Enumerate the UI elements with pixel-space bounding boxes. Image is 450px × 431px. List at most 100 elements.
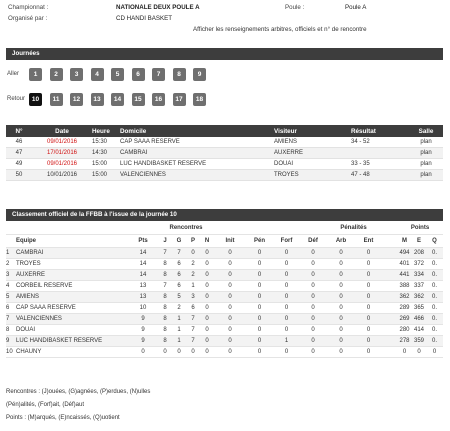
journee-11-button[interactable]: 11 bbox=[49, 93, 63, 106]
match-visiteur: DOUAI bbox=[274, 158, 351, 170]
standings-team: CORBEIL RESERVE bbox=[16, 280, 128, 292]
h-n: N bbox=[200, 234, 214, 248]
match-resultat: 33 - 35 bbox=[351, 158, 409, 170]
journee-3-button[interactable]: 3 bbox=[70, 68, 83, 81]
standings-n: 0 bbox=[200, 324, 214, 336]
standings-g: 6 bbox=[172, 258, 186, 270]
standings-init: 0 bbox=[214, 269, 246, 281]
match-heure: 15:30 bbox=[92, 137, 120, 148]
journee-17-button[interactable]: 17 bbox=[172, 93, 186, 106]
journee-5-button[interactable]: 5 bbox=[111, 68, 124, 81]
standings-rank: 9 bbox=[6, 335, 16, 347]
legend-points: Points : (M)arqués, (E)ncaissés, (Q)uoti… bbox=[6, 415, 120, 421]
standings-team: CHAUNY bbox=[16, 346, 128, 358]
standings-def: 0 bbox=[300, 280, 326, 292]
standings-arb: 0 bbox=[326, 280, 356, 292]
match-visiteur: AUXERRE bbox=[274, 147, 351, 159]
standings-g: 6 bbox=[172, 280, 186, 292]
standings-ent: 0 bbox=[356, 280, 381, 292]
standings-pts: 14 bbox=[128, 269, 158, 281]
match-domicile: CAMBRAI bbox=[120, 147, 274, 159]
journee-14-button[interactable]: 14 bbox=[111, 93, 124, 106]
standings-table: Rencontres Pénalités Points Equipe Pts J… bbox=[6, 222, 443, 358]
standings-forf: 0 bbox=[273, 258, 300, 270]
journee-1-button[interactable]: 1 bbox=[29, 68, 42, 81]
spacer-cell bbox=[381, 258, 397, 270]
match-salle-link[interactable]: plan bbox=[409, 158, 443, 170]
standings-team: AMIENS bbox=[16, 291, 128, 303]
championnat-value: NATIONALE DEUX POULE A bbox=[116, 4, 200, 11]
matches-header-row: N° Date Heure Domicile Visiteur Résultat… bbox=[6, 125, 443, 137]
standings-row: 9 LUC HANDIBASKET RESERVE 9 8 1 7 0 0 0 1 0 0 0 278 35… bbox=[6, 335, 443, 347]
standings-j: 0 bbox=[158, 346, 172, 358]
standings-arb: 0 bbox=[326, 313, 356, 325]
journee-8-button[interactable]: 8 bbox=[172, 68, 186, 81]
journee-15-button[interactable]: 15 bbox=[131, 93, 145, 106]
standings-e: 334 bbox=[412, 269, 426, 281]
standings-title: Classement officiel de la FFBB à l'issue… bbox=[12, 211, 177, 218]
match-salle-link[interactable]: plan bbox=[409, 137, 443, 148]
spacer-cell bbox=[381, 346, 397, 358]
standings-e: 359 bbox=[412, 335, 426, 347]
standings-row: 4 CORBEIL RESERVE 13 7 6 1 0 0 0 0 0 0 0 388 337 0. bbox=[6, 280, 443, 292]
journee-12-button[interactable]: 12 bbox=[70, 93, 83, 106]
match-row: 49 09/01/2016 15:00 LUC HANDIBASKET RESERVE… bbox=[6, 158, 443, 170]
journee-10-button[interactable]: 10 bbox=[29, 93, 42, 106]
journee-6-button[interactable]: 6 bbox=[131, 68, 145, 81]
match-domicile: LUC HANDIBASKET RESERVE bbox=[120, 158, 274, 170]
standings-team: CAMBRAI bbox=[16, 247, 128, 259]
journee-2-button[interactable]: 2 bbox=[49, 68, 63, 81]
match-heure: 14:30 bbox=[92, 147, 120, 159]
standings-rank: 5 bbox=[6, 291, 16, 303]
standings-m: 0 bbox=[397, 346, 412, 358]
standings-row: 7 VALENCIENNES 9 8 1 7 0 0 0 0 0 0 0 269 466 0. bbox=[6, 313, 443, 325]
standings-n: 0 bbox=[200, 280, 214, 292]
journee-13-button[interactable]: 13 bbox=[90, 93, 104, 106]
organise-label: Organisé par : bbox=[8, 15, 48, 22]
standings-arb: 0 bbox=[326, 258, 356, 270]
standings-pts: 13 bbox=[128, 291, 158, 303]
standings-m: 401 bbox=[397, 258, 412, 270]
spacer-cell bbox=[381, 302, 397, 314]
standings-row: 2 TROYES 14 8 6 2 0 0 0 0 0 0 0 401 372 0. bbox=[6, 258, 443, 270]
standings-arb: 0 bbox=[326, 335, 356, 347]
standings-rank: 1 bbox=[6, 247, 16, 259]
standings-rank: 2 bbox=[6, 258, 16, 270]
h-g: G bbox=[172, 234, 186, 248]
standings-forf: 0 bbox=[273, 291, 300, 303]
standings-header-row-2: Equipe Pts J G P N Init Pén Forf Déf Arb… bbox=[6, 234, 443, 248]
standings-bar: Classement officiel de la FFBB à l'issue… bbox=[6, 209, 443, 221]
journee-18-button[interactable]: 18 bbox=[193, 93, 206, 106]
match-salle-link[interactable]: plan bbox=[409, 169, 443, 181]
match-resultat: 47 - 48 bbox=[351, 169, 409, 181]
journee-4-button[interactable]: 4 bbox=[90, 68, 104, 81]
col-domicile: Domicile bbox=[120, 125, 274, 137]
standings-init: 0 bbox=[214, 291, 246, 303]
journee-9-button[interactable]: 9 bbox=[193, 68, 206, 81]
standings-pen: 0 bbox=[246, 346, 273, 358]
standings-forf: 0 bbox=[273, 247, 300, 259]
standings-def: 0 bbox=[300, 291, 326, 303]
standings-init: 0 bbox=[214, 302, 246, 314]
spacer-cell bbox=[381, 280, 397, 292]
h-points: Points bbox=[397, 222, 443, 235]
standings-p: 2 bbox=[186, 258, 200, 270]
standings-j: 8 bbox=[158, 302, 172, 314]
match-date: 10/01/2016 bbox=[32, 169, 92, 181]
standings-forf: 0 bbox=[273, 313, 300, 325]
journee-16-button[interactable]: 16 bbox=[152, 93, 165, 106]
match-salle-link[interactable]: plan bbox=[409, 147, 443, 159]
h-pts: Pts bbox=[128, 234, 158, 248]
journee-7-button[interactable]: 7 bbox=[152, 68, 165, 81]
standings-ent: 0 bbox=[356, 291, 381, 303]
match-domicile: VALENCIENNES bbox=[120, 169, 274, 181]
standings-forf: 1 bbox=[273, 335, 300, 347]
show-info-link[interactable]: Afficher les renseignements arbitres, of… bbox=[193, 26, 367, 33]
col-visiteur: Visiteur bbox=[274, 125, 351, 137]
standings-arb: 0 bbox=[326, 346, 356, 358]
spacer-cell bbox=[381, 269, 397, 281]
standings-rank: 4 bbox=[6, 280, 16, 292]
standings-m: 362 bbox=[397, 291, 412, 303]
standings-forf: 0 bbox=[273, 346, 300, 358]
standings-init: 0 bbox=[214, 313, 246, 325]
